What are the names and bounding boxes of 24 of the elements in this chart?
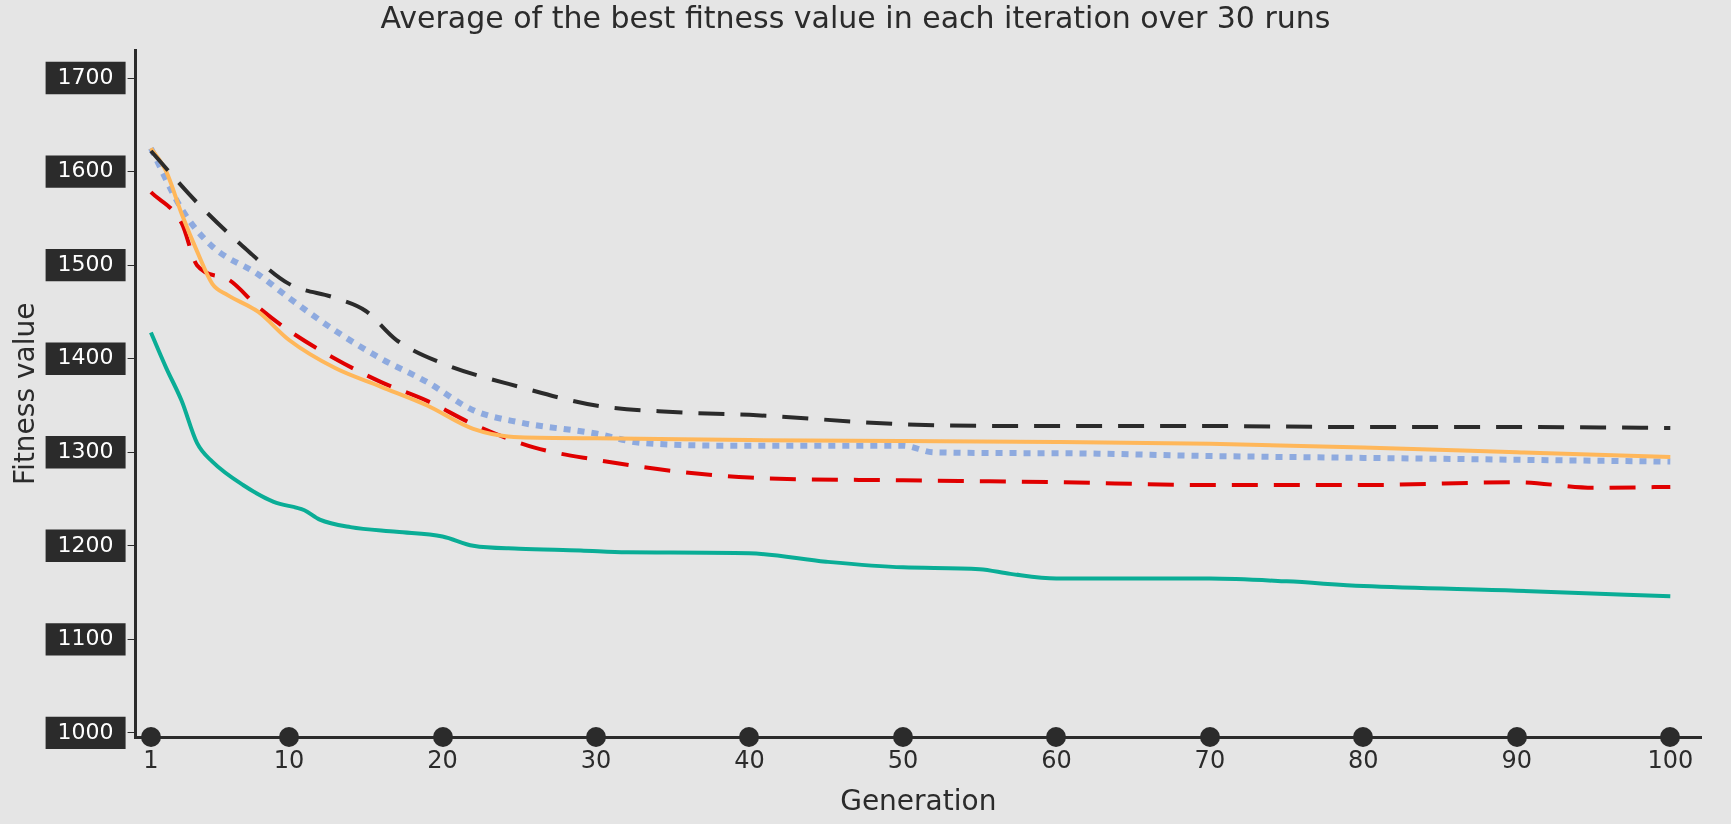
y-tick-label: 1700 [57, 63, 114, 89]
y-tick-label: 1500 [57, 250, 114, 276]
x-axis-title: Generation [840, 784, 997, 818]
x-tick-label: 1 [143, 746, 159, 775]
x-tick-label: 10 [273, 746, 305, 775]
y-tick-label: 1000 [57, 718, 114, 744]
y-tick-label: 1100 [57, 625, 114, 651]
x-tick-label: 40 [734, 746, 765, 775]
y-tick-label: 1400 [57, 344, 114, 370]
line-series [148, 330, 1673, 599]
x-tick-label: 30 [580, 746, 612, 775]
x-tick-label: 80 [1348, 746, 1379, 775]
y-tick-label: 1300 [57, 437, 114, 463]
y-tick-label: 1600 [57, 157, 114, 183]
x-tick-label: 60 [1041, 746, 1072, 775]
line-series [148, 190, 1673, 490]
x-tick-label: 20 [427, 746, 458, 775]
y-tick-label: 1200 [57, 531, 114, 557]
chart-title: Average of the best fitness value in each iteration over 30 runs [380, 0, 1331, 35]
y-axis-title: Fitness value [8, 302, 42, 485]
x-tick-label: 100 [1647, 746, 1694, 775]
x-tick-label: 90 [1501, 746, 1533, 775]
x-tick-label: 70 [1194, 746, 1226, 775]
x-tick-label: 50 [887, 746, 919, 775]
